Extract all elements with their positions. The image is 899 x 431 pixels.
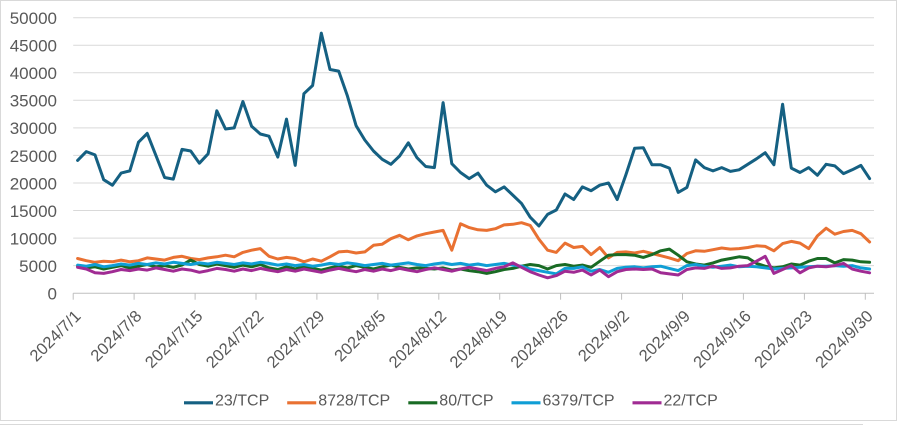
svg-text:80/TCP: 80/TCP — [439, 393, 493, 410]
svg-text:30000: 30000 — [10, 119, 57, 138]
svg-text:22/TCP: 22/TCP — [664, 393, 718, 410]
svg-text:50000: 50000 — [10, 9, 57, 28]
svg-text:45000: 45000 — [10, 37, 57, 56]
svg-text:10000: 10000 — [10, 229, 57, 248]
svg-text:35000: 35000 — [10, 92, 57, 111]
svg-text:23/TCP: 23/TCP — [215, 393, 269, 410]
svg-text:15000: 15000 — [10, 202, 57, 221]
svg-text:6379/TCP: 6379/TCP — [543, 393, 615, 410]
svg-text:8728/TCP: 8728/TCP — [318, 393, 390, 410]
svg-text:40000: 40000 — [10, 64, 57, 83]
svg-text:0: 0 — [48, 285, 57, 304]
svg-text:5000: 5000 — [19, 257, 57, 276]
svg-text:20000: 20000 — [10, 174, 57, 193]
svg-text:25000: 25000 — [10, 147, 57, 166]
